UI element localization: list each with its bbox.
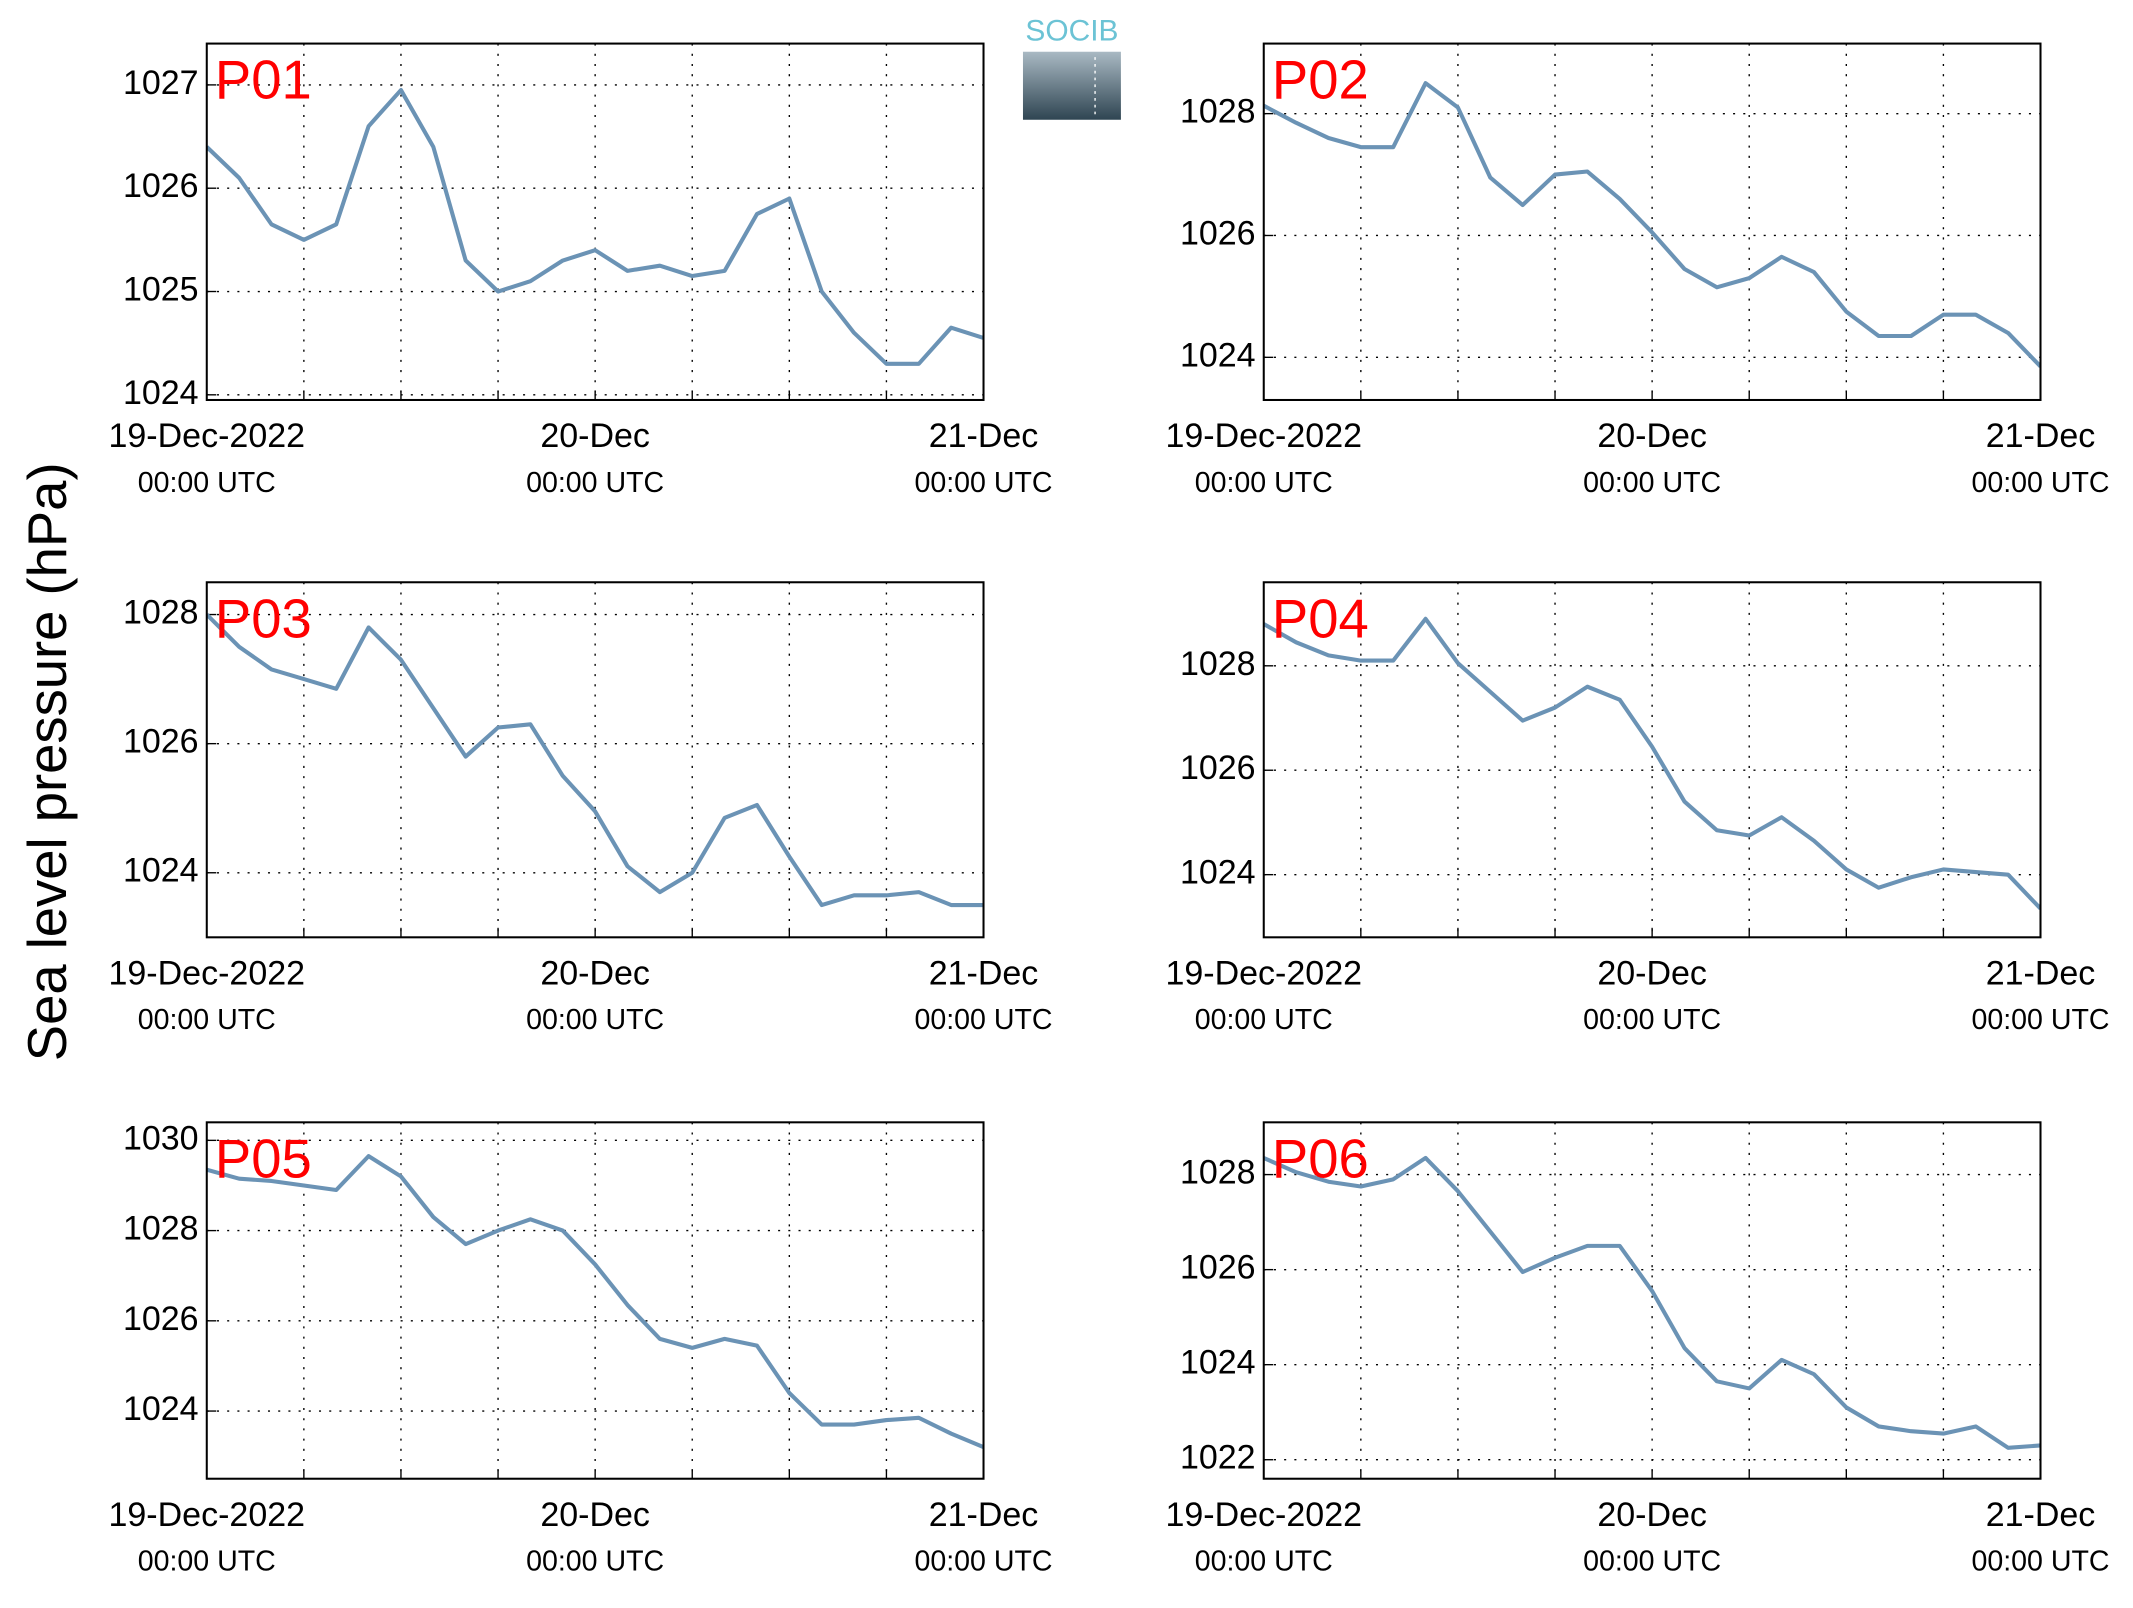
plot-area bbox=[206, 88, 984, 366]
y-tick-label: 1024 bbox=[1180, 1344, 1256, 1382]
y-tick-label: 1026 bbox=[1180, 749, 1256, 787]
x-tick-label: 20-Dec bbox=[540, 954, 650, 992]
x-tick-sublabel: 00:00 UTC bbox=[1971, 467, 2109, 499]
x-tick-label: 20-Dec bbox=[1597, 1496, 1707, 1534]
x-tick-label: 21-Dec bbox=[929, 1496, 1039, 1534]
y-tick-label: 1028 bbox=[1180, 1154, 1256, 1192]
plot-area bbox=[206, 613, 984, 908]
logo-block bbox=[1022, 51, 1121, 120]
axes-box bbox=[205, 42, 985, 402]
y-tick-label: 1026 bbox=[123, 167, 199, 205]
x-tick-label: 19-Dec-2022 bbox=[108, 417, 305, 455]
x-tick-sublabel: 00:00 UTC bbox=[1583, 467, 1721, 499]
x-tick-sublabel: 00:00 UTC bbox=[914, 1004, 1052, 1036]
y-tick-label: 1028 bbox=[123, 1210, 199, 1248]
x-tick-sublabel: 00:00 UTC bbox=[914, 1546, 1052, 1578]
x-tick-sublabel: 00:00 UTC bbox=[1195, 1546, 1333, 1578]
data-line bbox=[1263, 616, 2041, 911]
x-tick-label: 21-Dec bbox=[929, 954, 1039, 992]
data-line bbox=[1263, 81, 2041, 368]
x-tick-sublabel: 00:00 UTC bbox=[1195, 467, 1333, 499]
data-line bbox=[206, 1154, 984, 1450]
y-tick-label: 1028 bbox=[1180, 93, 1256, 131]
y-tick-label: 1030 bbox=[123, 1119, 199, 1157]
x-tick-label: 19-Dec-2022 bbox=[1165, 1496, 1362, 1534]
x-tick-label: 19-Dec-2022 bbox=[1165, 954, 1362, 992]
x-tick-sublabel: 00:00 UTC bbox=[1583, 1004, 1721, 1036]
subplot-title: P02 bbox=[1272, 50, 1369, 111]
subplot: 19-Dec-2022 00:00 UTC 20-Dec 00:00 UTC 21-De… bbox=[108, 42, 1053, 499]
x-tick-label: 20-Dec bbox=[540, 1496, 650, 1534]
subplot: 19-Dec-2022 00:00 UTC 20-Dec 00:00 UTC 21-De… bbox=[1165, 581, 2110, 1036]
x-tick-sublabel: 00:00 UTC bbox=[1195, 1004, 1333, 1036]
y-tick-label: 1026 bbox=[123, 723, 199, 761]
plot-area bbox=[1263, 616, 2041, 911]
x-tick-sublabel: 00:00 UTC bbox=[1971, 1004, 2109, 1036]
y-tick-label: 1026 bbox=[1180, 214, 1256, 252]
x-tick-sublabel: 00:00 UTC bbox=[138, 1004, 276, 1036]
x-tick-sublabel: 00:00 UTC bbox=[1971, 1546, 2109, 1578]
axes-box bbox=[1262, 1121, 2042, 1480]
plot-area bbox=[1263, 1155, 2041, 1450]
subplot-title: P05 bbox=[215, 1129, 312, 1190]
axes-box bbox=[1262, 42, 2042, 402]
x-tick-label: 21-Dec bbox=[1986, 954, 2096, 992]
x-tick-sublabel: 00:00 UTC bbox=[138, 467, 276, 499]
logo-text: SOCIB bbox=[1025, 15, 1118, 48]
y-tick-label: 1024 bbox=[123, 1390, 199, 1428]
subplot: 19-Dec-2022 00:00 UTC 20-Dec 00:00 UTC 21-De… bbox=[108, 581, 1053, 1036]
x-tick-label: 19-Dec-2022 bbox=[1165, 417, 1362, 455]
y-tick-label: 1025 bbox=[123, 270, 199, 308]
subplot-title: P03 bbox=[215, 588, 312, 649]
x-tick-sublabel: 00:00 UTC bbox=[526, 1546, 664, 1578]
subplot: 19-Dec-2022 00:00 UTC 20-Dec 00:00 UTC 21-De… bbox=[108, 1119, 1052, 1577]
logo: SOCIB bbox=[1022, 15, 1121, 120]
y-tick-label: 1028 bbox=[1180, 645, 1256, 683]
y-tick-label: 1024 bbox=[1180, 854, 1256, 892]
x-tick-sublabel: 00:00 UTC bbox=[1583, 1546, 1721, 1578]
data-line bbox=[1263, 1155, 2041, 1450]
y-tick-label: 1022 bbox=[1180, 1439, 1256, 1477]
data-line bbox=[206, 613, 984, 908]
x-tick-sublabel: 00:00 UTC bbox=[526, 467, 664, 499]
y-tick-label: 1027 bbox=[123, 64, 199, 102]
subplot-title: P06 bbox=[1272, 1129, 1369, 1190]
axes-box bbox=[205, 1121, 985, 1480]
y-tick-label: 1024 bbox=[1180, 336, 1256, 374]
y-tick-label: 1026 bbox=[1180, 1249, 1256, 1287]
x-tick-label: 20-Dec bbox=[1597, 954, 1707, 992]
data-line bbox=[206, 88, 984, 366]
x-tick-label: 19-Dec-2022 bbox=[108, 1496, 305, 1534]
x-tick-label: 20-Dec bbox=[1597, 417, 1707, 455]
y-tick-label: 1024 bbox=[123, 374, 199, 412]
subplot: 19-Dec-2022 00:00 UTC 20-Dec 00:00 UTC 21-De… bbox=[1165, 1121, 2110, 1578]
y-tick-label: 1024 bbox=[123, 852, 199, 890]
x-tick-label: 21-Dec bbox=[1986, 1496, 2096, 1534]
x-tick-label: 21-Dec bbox=[1986, 417, 2096, 455]
x-tick-label: 19-Dec-2022 bbox=[108, 954, 305, 992]
x-tick-sublabel: 00:00 UTC bbox=[138, 1546, 276, 1578]
y-tick-label: 1028 bbox=[123, 594, 199, 632]
x-tick-sublabel: 00:00 UTC bbox=[526, 1004, 664, 1036]
y-tick-label: 1026 bbox=[123, 1300, 199, 1338]
y-axis-label: Sea level pressure (hPa) bbox=[17, 462, 78, 1061]
axes-box bbox=[205, 581, 985, 939]
subplot-title: P04 bbox=[1272, 588, 1369, 649]
x-tick-label: 20-Dec bbox=[540, 417, 650, 455]
plot-area bbox=[1263, 81, 2041, 368]
plot-area bbox=[206, 1154, 984, 1450]
subplot-title: P01 bbox=[215, 50, 312, 111]
x-tick-sublabel: 00:00 UTC bbox=[914, 467, 1052, 499]
axes-box bbox=[1262, 581, 2042, 939]
x-tick-label: 21-Dec bbox=[929, 417, 1039, 455]
subplot: 19-Dec-2022 00:00 UTC 20-Dec 00:00 UTC 21-De… bbox=[1165, 42, 2110, 499]
